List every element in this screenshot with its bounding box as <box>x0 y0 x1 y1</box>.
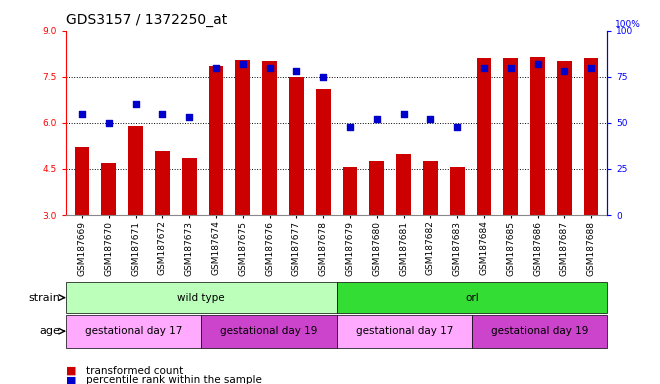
Text: orl: orl <box>465 293 478 303</box>
Point <box>77 111 87 117</box>
Bar <box>289 77 304 215</box>
Point <box>157 111 168 117</box>
Text: 100%: 100% <box>615 20 642 29</box>
Text: gestational day 19: gestational day 19 <box>220 326 317 336</box>
Bar <box>209 66 223 215</box>
Bar <box>66 282 337 313</box>
Bar <box>155 151 170 215</box>
Bar <box>557 61 572 215</box>
Point <box>318 74 329 80</box>
Bar <box>128 126 143 215</box>
Point <box>184 114 195 121</box>
Bar <box>236 60 250 215</box>
Point <box>265 65 275 71</box>
Text: wild type: wild type <box>178 293 225 303</box>
Point <box>291 68 302 74</box>
Bar <box>504 58 518 215</box>
Bar <box>337 315 472 348</box>
Point <box>452 124 463 130</box>
Text: ■: ■ <box>66 366 77 376</box>
Point <box>425 116 436 122</box>
Bar <box>182 158 197 215</box>
Point <box>478 65 489 71</box>
Point <box>104 120 114 126</box>
Point <box>398 111 409 117</box>
Point <box>506 65 516 71</box>
Bar <box>477 58 491 215</box>
Bar <box>66 315 201 348</box>
Text: percentile rank within the sample: percentile rank within the sample <box>86 375 261 384</box>
Point <box>238 61 248 67</box>
Point <box>532 61 543 67</box>
Bar <box>75 147 90 215</box>
Point <box>211 65 221 71</box>
Text: gestational day 17: gestational day 17 <box>85 326 182 336</box>
Point <box>345 124 355 130</box>
Bar <box>201 315 337 348</box>
Text: GDS3157 / 1372250_at: GDS3157 / 1372250_at <box>66 13 227 27</box>
Bar <box>262 61 277 215</box>
Bar <box>370 161 384 215</box>
Bar <box>423 161 438 215</box>
Bar <box>583 58 599 215</box>
Point <box>559 68 570 74</box>
Text: gestational day 19: gestational day 19 <box>491 326 588 336</box>
Bar <box>396 154 411 215</box>
Text: transformed count: transformed count <box>86 366 183 376</box>
Text: age: age <box>40 326 61 336</box>
Bar <box>102 163 116 215</box>
Text: gestational day 17: gestational day 17 <box>356 326 453 336</box>
Point <box>372 116 382 122</box>
Text: ■: ■ <box>66 375 77 384</box>
Point <box>586 65 597 71</box>
Bar <box>450 167 465 215</box>
Bar <box>337 282 607 313</box>
Bar <box>472 315 607 348</box>
Text: strain: strain <box>29 293 61 303</box>
Bar <box>530 57 545 215</box>
Point <box>131 101 141 108</box>
Bar <box>316 89 331 215</box>
Bar <box>343 167 357 215</box>
